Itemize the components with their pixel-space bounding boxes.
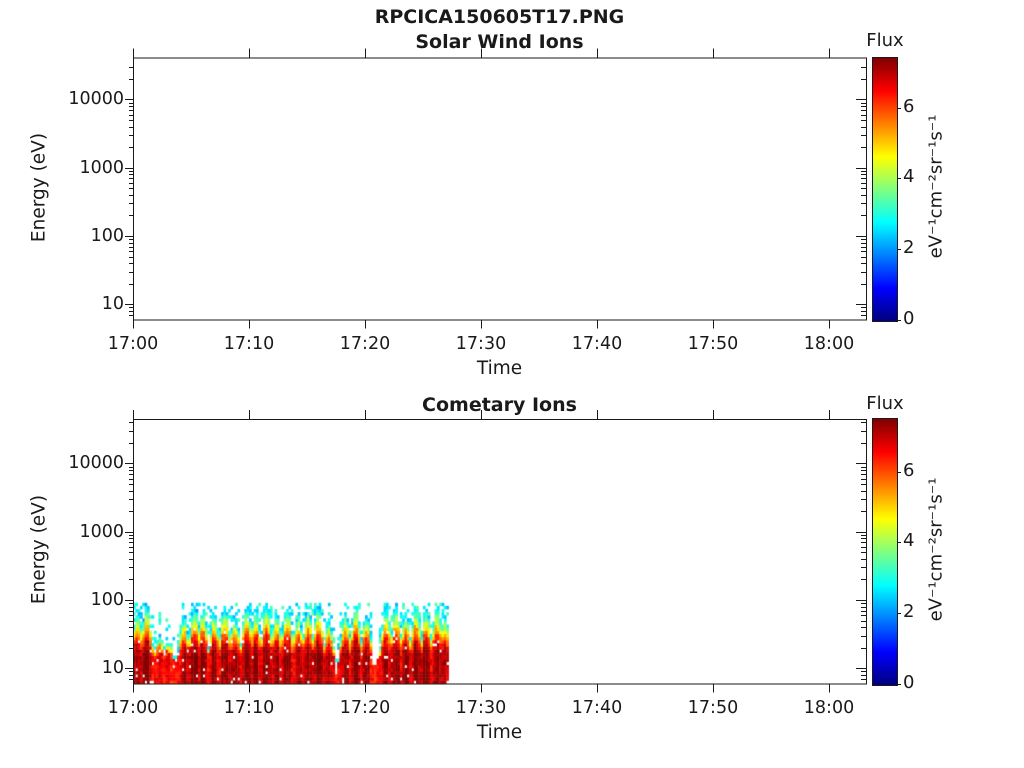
x-tick-label: 17:20 — [339, 333, 391, 354]
y-tick-label: 100 — [90, 226, 124, 247]
x-tick-label: 17:30 — [455, 333, 507, 354]
y-axis-label-bottom: Energy (eV) — [28, 494, 50, 605]
x-tick-label: 17:10 — [223, 697, 275, 718]
colorbar-tick-label: 6 — [903, 459, 915, 481]
y-tick-label: 1000 — [79, 521, 124, 542]
x-tick-label: 17:50 — [687, 697, 739, 718]
colorbar-title-bottom: Flux — [866, 393, 904, 414]
colorbar-bottom — [872, 418, 898, 686]
axes-path — [125, 48, 901, 693]
y-tick-label: 10 — [101, 294, 124, 315]
x-axis-label-bottom: Time — [476, 722, 523, 743]
colorbar-tick-label: 2 — [903, 600, 915, 622]
x-tick-label: 17:10 — [223, 333, 275, 354]
colorbar-title-top: Flux — [866, 30, 904, 51]
x-tick-label: 17:40 — [571, 697, 623, 718]
panel-title-cometary-ions: Cometary Ions — [422, 394, 577, 416]
figure-title: RPCICA150605T17.PNG — [374, 6, 625, 28]
y-tick-label: 1000 — [79, 157, 124, 178]
x-tick-label: 18:00 — [803, 697, 855, 718]
x-tick-label: 17:30 — [455, 697, 507, 718]
y-tick-label: 100 — [90, 590, 124, 611]
colorbar-tick-label: 6 — [903, 95, 915, 117]
x-tick-label: 18:00 — [803, 333, 855, 354]
x-axis-label-top: Time — [476, 358, 523, 379]
colorbar-tick-label: 4 — [903, 166, 915, 188]
colorbar-tick-label: 4 — [903, 530, 915, 552]
y-tick-label: 10000 — [68, 89, 124, 110]
x-tick-label: 17:00 — [107, 333, 159, 354]
x-tick-label: 17:50 — [687, 333, 739, 354]
colorbar-tick-label: 0 — [903, 307, 915, 329]
colorbar-tick-label: 0 — [903, 671, 915, 693]
cometary-ions-spectrogram-canvas — [133, 419, 866, 684]
colorbar-tick-label: 2 — [903, 236, 915, 258]
x-tick-label: 17:40 — [571, 333, 623, 354]
colorbar-top — [872, 57, 898, 322]
x-tick-label: 17:20 — [339, 697, 391, 718]
panel-title-solar-wind-ions: Solar Wind Ions — [415, 31, 584, 53]
x-tick-label: 17:00 — [107, 697, 159, 718]
y-tick-label: 10000 — [68, 453, 124, 474]
y-tick-label: 10 — [101, 658, 124, 679]
